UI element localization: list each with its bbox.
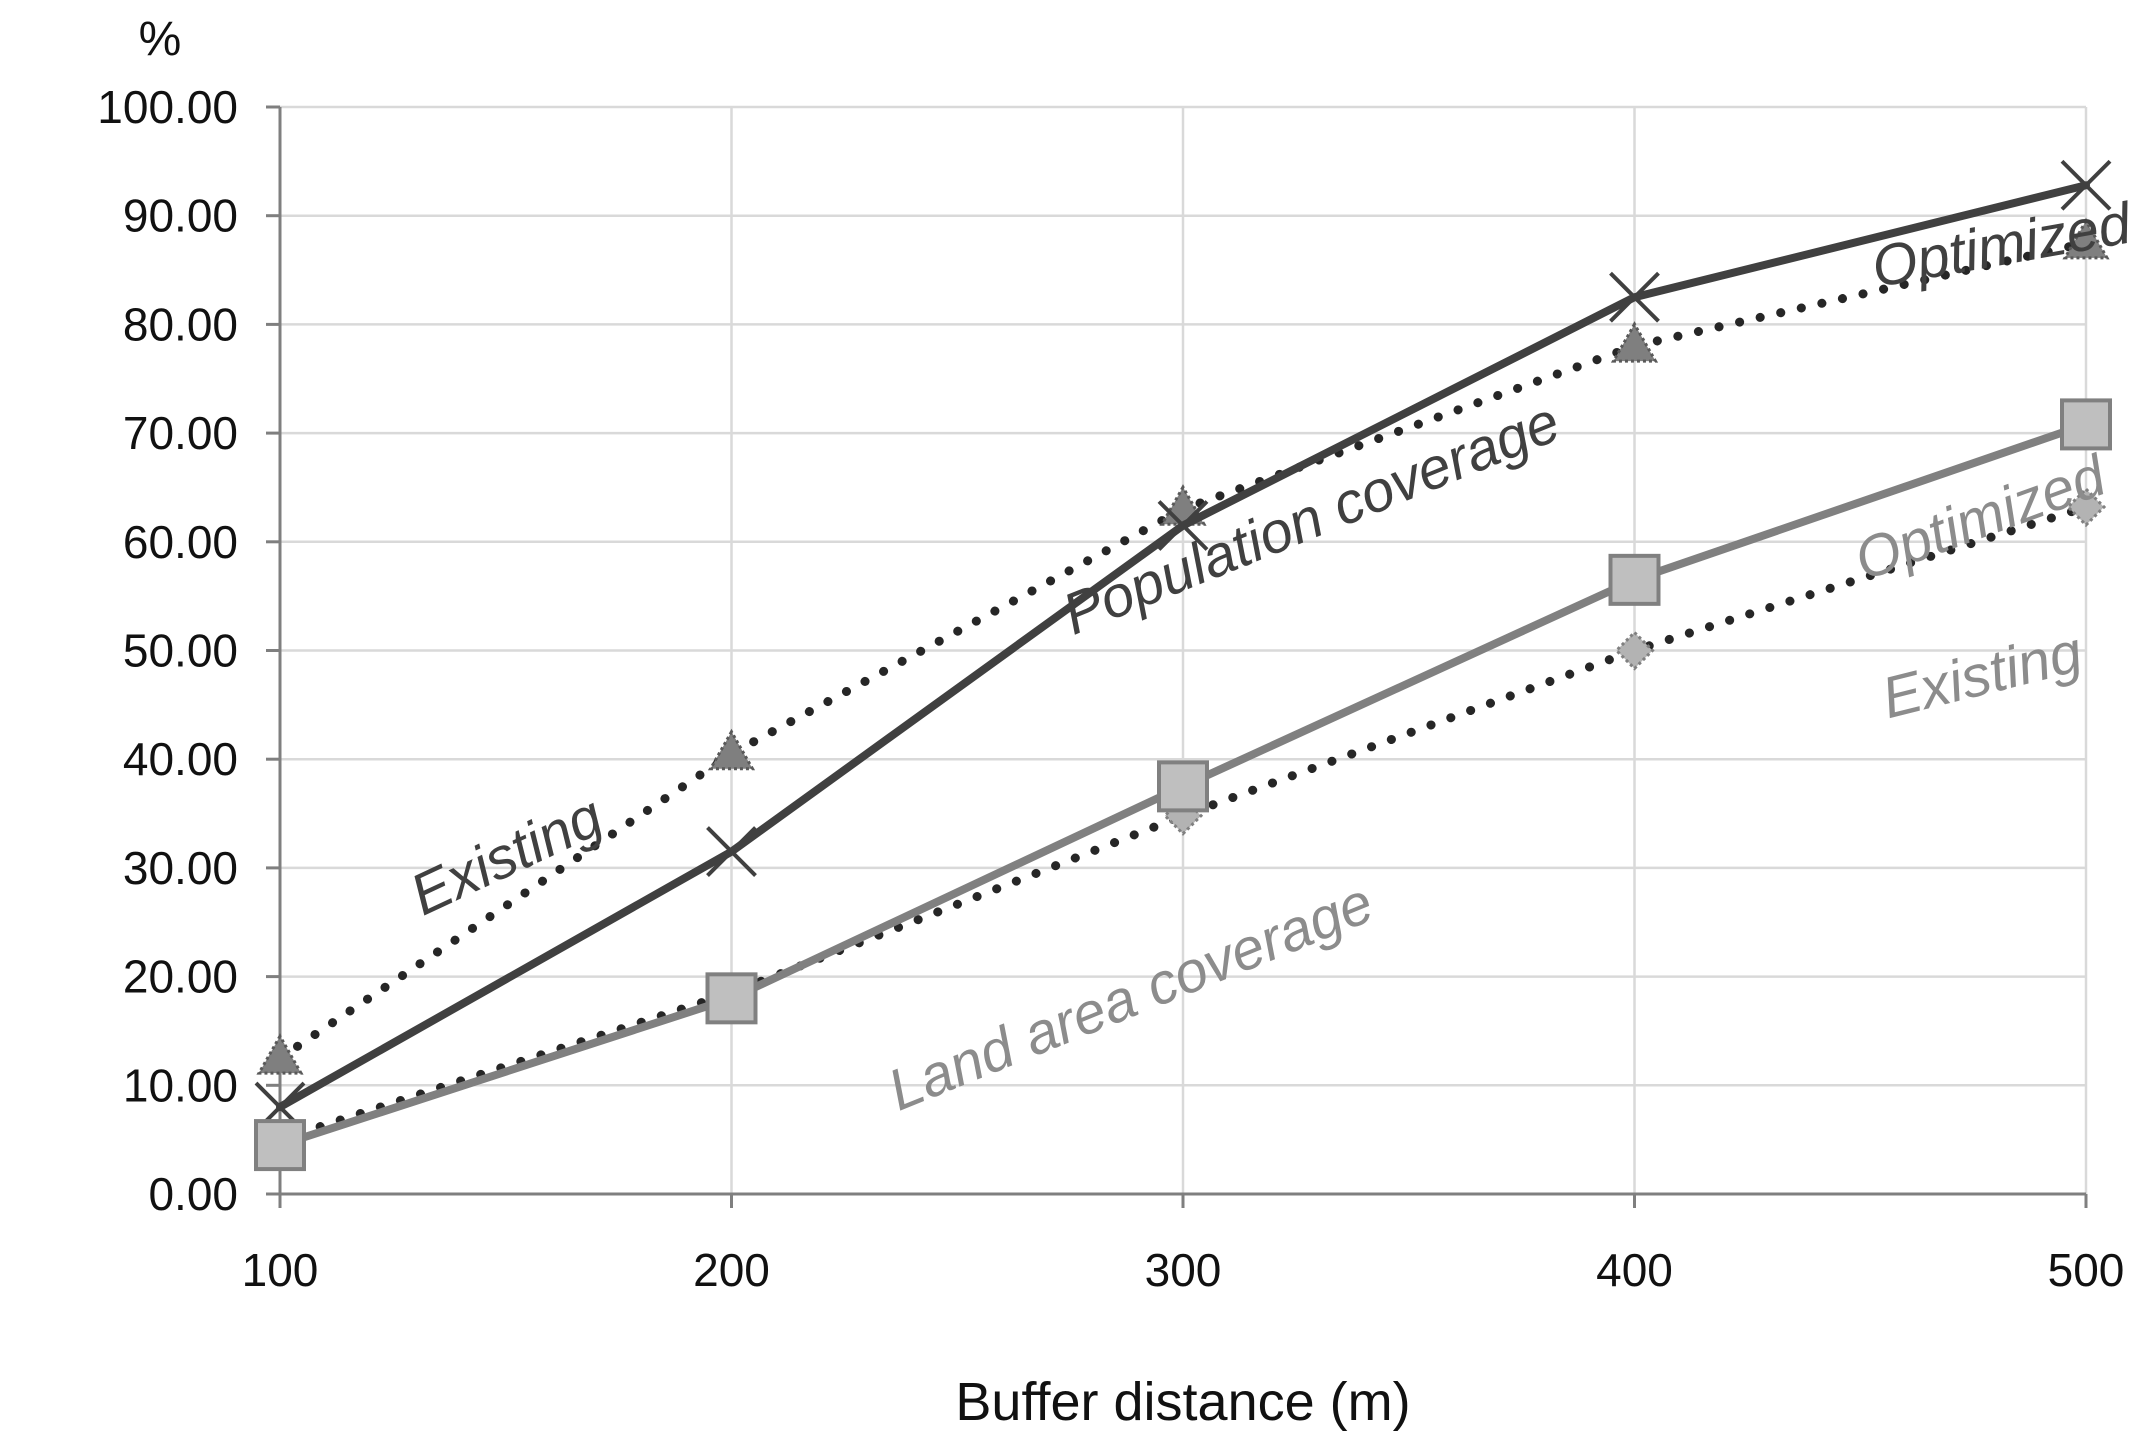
data-point-marker [705,972,758,1025]
annotation-label: Existing [1876,619,2089,731]
y-tick-label: 100.00 [97,81,238,133]
y-tick-label: 90.00 [123,190,238,242]
data-point-marker [254,1119,306,1172]
marker-x-stroke [706,826,757,878]
y-tick-label: 0.00 [148,1168,238,1220]
series-1 [254,159,2112,1133]
y-tick-label: 30.00 [123,842,238,894]
annotation-label: Population coverage [1054,389,1569,647]
data-point-marker [2065,486,2107,528]
y-tick-label: 10.00 [123,1059,238,1111]
series-0 [256,217,2110,1075]
y-axis-unit: % [139,13,182,66]
data-point-marker [1157,500,1209,551]
x-axis-title: Buffer distance (m) [955,1372,1410,1432]
data-point-marker [707,728,756,771]
y-tick-label: 20.00 [123,951,238,1003]
marker-x-stroke [1609,271,1660,323]
y-tick-label: 50.00 [123,625,238,677]
x-tick-label: 100 [242,1244,319,1296]
data-point-marker [1608,553,1661,606]
data-point-marker [2060,159,2112,211]
annotations: Population coverageOptimizedExistingOpti… [401,190,2137,1123]
data-point-marker [1157,760,1209,813]
data-series [254,159,2112,1172]
x-tick-label: 300 [1145,1244,1222,1296]
data-point-marker [1614,630,1655,671]
axes [266,105,2088,1208]
x-tick-label: 200 [693,1244,770,1296]
y-tick-label: 60.00 [123,516,238,568]
annotation-label: Optimized [1846,442,2115,593]
data-point-marker [256,1033,304,1075]
y-tick-label: 70.00 [123,407,238,459]
y-tick-label: 40.00 [123,733,238,785]
marker-x-stroke [2060,159,2112,211]
data-point-marker [2060,398,2112,451]
data-point-marker [1609,271,1660,323]
series-line [275,502,2091,1145]
x-tick-label: 500 [2048,1244,2125,1296]
gridlines [280,105,2088,1194]
series-3 [254,398,2112,1172]
axis-labels: 0.00 10.00 20.00 30.00 40.00 50.00 60.00 70.00 8… [97,13,2124,1432]
data-point-marker [2062,217,2110,260]
y-tick-label: 80.00 [123,298,238,350]
x-tick-label: 400 [1596,1244,1673,1296]
data-point-marker [1610,321,1659,363]
marker-x-stroke [1157,500,1209,551]
data-point-marker [706,826,757,878]
